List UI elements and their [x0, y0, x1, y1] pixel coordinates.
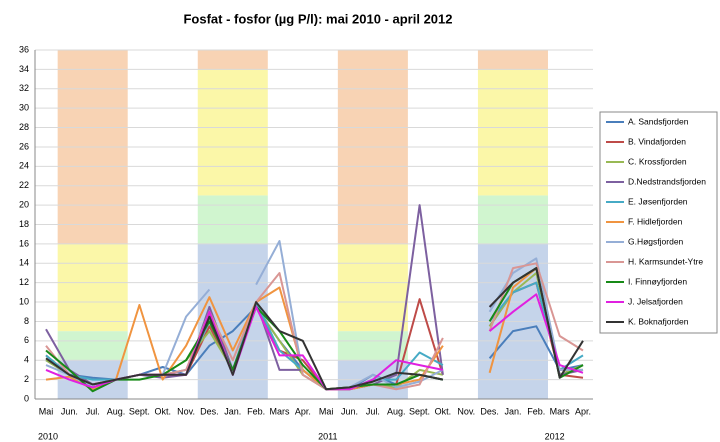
y-tick-label: 24 [19, 161, 29, 171]
x-tick-label: Okt. [154, 406, 171, 416]
x-tick-label: Jun. [61, 406, 78, 416]
legend-label: H. Karmsundet-Ytre [628, 256, 703, 266]
year-label: 2010 [38, 431, 58, 441]
y-tick-label: 26 [19, 141, 29, 151]
y-tick-label: 0 [24, 393, 29, 403]
y-tick-label: 28 [19, 122, 29, 132]
x-tick-label: Jul. [86, 406, 100, 416]
y-tick-label: 6 [24, 335, 29, 345]
quality-zone [57, 243, 128, 332]
legend-label: F. Hidlefjorden [628, 216, 683, 226]
year-label: 2012 [545, 431, 565, 441]
x-tick-label: Nov. [457, 406, 475, 416]
x-tick-label: Jun. [341, 406, 358, 416]
quality-zone [477, 69, 548, 196]
x-tick-label: Okt. [435, 406, 452, 416]
y-tick-label: 18 [19, 219, 29, 229]
x-tick-label: Mars [550, 406, 570, 416]
quality-zone [477, 195, 548, 244]
x-tick-label: Mai [319, 406, 334, 416]
x-tick-label: Jan. [504, 406, 521, 416]
x-tick-label: Feb. [527, 406, 545, 416]
legend-label: E. Jøsenfjorden [628, 196, 688, 206]
quality-zone [57, 331, 128, 361]
quality-zone [197, 195, 268, 244]
x-tick-label: Jan. [224, 406, 241, 416]
x-tick-label: Jul. [366, 406, 380, 416]
x-tick-label: Apr. [295, 406, 311, 416]
legend-label: J. Jelsafjorden [628, 296, 683, 306]
quality-zone [337, 243, 408, 332]
x-tick-label: Sept. [129, 406, 150, 416]
series-line [45, 267, 584, 391]
chart-title: Fosfat - fosfor (µg P/l): mai 2010 - apr… [183, 11, 452, 26]
x-tick-label: Apr. [575, 406, 591, 416]
x-tick-label: Aug. [107, 406, 126, 416]
y-tick-label: 16 [19, 238, 29, 248]
legend-label: G.Høgsfjorden [628, 236, 684, 246]
legend-label: I. Finnøyfjorden [628, 276, 687, 286]
legend-label: D.Nedstrandsfjorden [628, 176, 706, 186]
y-tick-label: 12 [19, 277, 29, 287]
y-tick-label: 8 [24, 316, 29, 326]
legend: A. Sandsfjorden B. Vindafjorden C. Krossfj… [599, 111, 718, 334]
x-tick-label: Mars [269, 406, 289, 416]
quality-zone [337, 331, 408, 361]
y-tick-label: 2 [24, 374, 29, 384]
y-tick-label: 36 [19, 44, 29, 54]
y-tick-label: 10 [19, 296, 29, 306]
x-tick-label: Sept. [409, 406, 430, 416]
x-tick-label: Nov. [177, 406, 195, 416]
legend-label: K. Boknafjorden [628, 316, 689, 326]
y-tick-label: 14 [19, 258, 29, 268]
legend-label: A. Sandsfjorden [628, 116, 689, 126]
year-label: 2011 [318, 431, 337, 441]
quality-zone [197, 69, 268, 196]
x-tick-label: Des. [200, 406, 219, 416]
y-tick-label: 30 [19, 103, 29, 113]
x-tick-label: Mai [39, 406, 54, 416]
legend-label: C. Krossfjorden [628, 156, 687, 166]
y-tick-label: 34 [19, 64, 29, 74]
x-tick-label: Aug. [387, 406, 406, 416]
x-tick-label: Des. [480, 406, 499, 416]
y-tick-label: 22 [19, 180, 29, 190]
y-tick-label: 20 [19, 199, 29, 209]
legend-label: B. Vindafjorden [628, 136, 686, 146]
y-tick-label: 32 [19, 83, 29, 93]
y-tick-label: 4 [24, 355, 29, 365]
quality-zone [477, 50, 548, 70]
x-tick-label: Feb. [247, 406, 265, 416]
quality-zone [197, 50, 268, 70]
